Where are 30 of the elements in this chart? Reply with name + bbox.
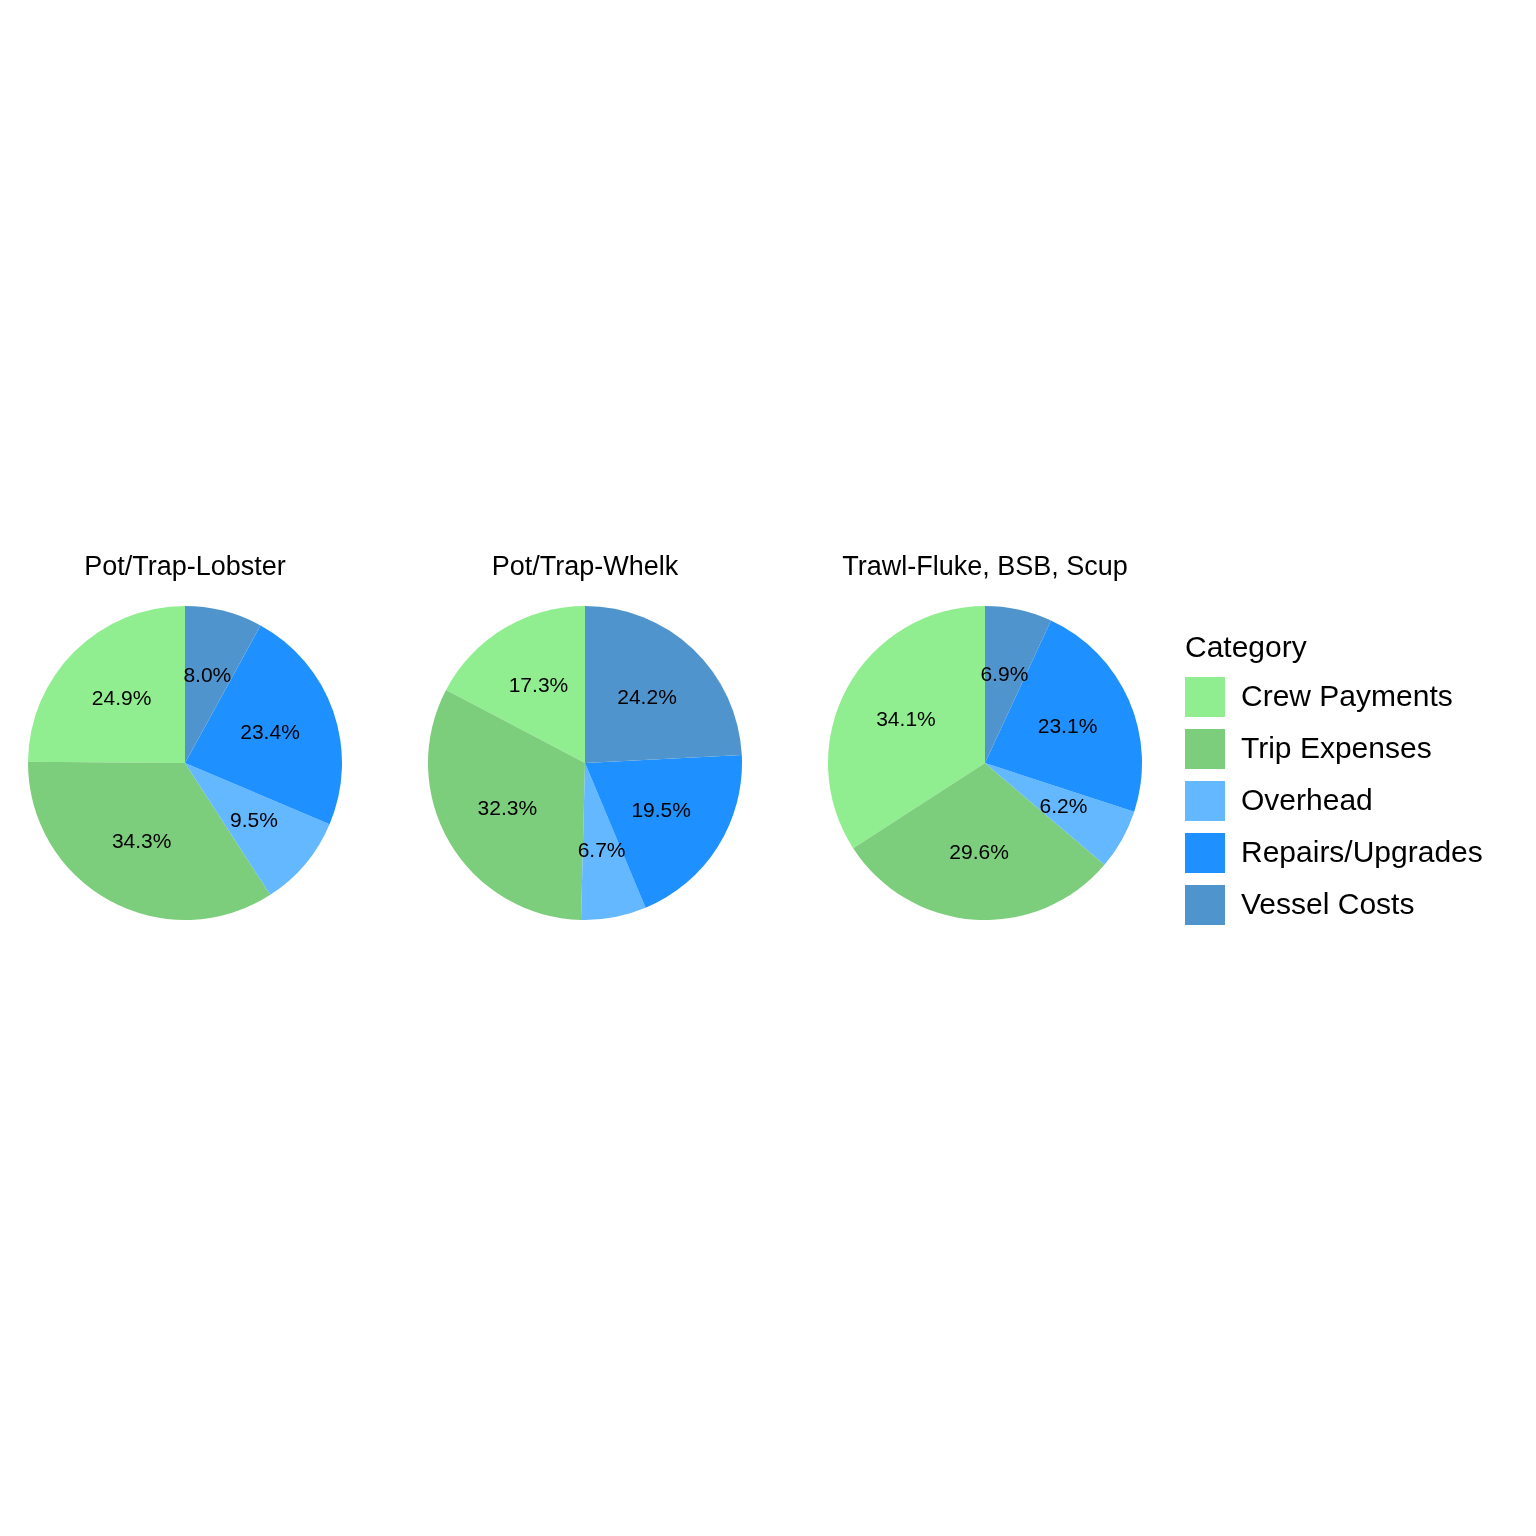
pie-slice <box>185 625 342 825</box>
data-label: 24.2% <box>617 684 677 708</box>
legend-label: Overhead <box>1241 783 1373 816</box>
data-label: 8.0% <box>183 662 232 686</box>
data-label: 23.4% <box>240 720 300 744</box>
legend-label: Trip Expenses <box>1241 731 1432 764</box>
chart-title: Trawl-Fluke, BSB, Scup <box>842 551 1128 581</box>
data-label: 6.9% <box>980 662 1029 686</box>
data-label: 34.3% <box>111 828 172 852</box>
legend-label: Repairs/Upgrades <box>1241 835 1483 868</box>
pie-slice <box>446 606 585 763</box>
data-label: 23.1% <box>1037 714 1098 738</box>
legend-label: Vessel Costs <box>1241 887 1415 920</box>
pie-slice <box>28 606 185 763</box>
data-label: 17.3% <box>508 672 569 696</box>
legend-label: Crew Payments <box>1241 679 1453 712</box>
pie-slice <box>585 606 742 763</box>
chart-title: Pot/Trap-Whelk <box>491 551 679 581</box>
data-label: 19.5% <box>631 797 691 821</box>
data-label: 9.5% <box>230 807 278 831</box>
data-label: 32.3% <box>477 795 538 819</box>
legend-title: Category <box>1185 630 1307 663</box>
data-label: 34.1% <box>876 706 936 730</box>
pie-slice <box>853 763 1105 920</box>
data-label: 6.2% <box>1039 794 1088 818</box>
chart-title: Pot/Trap-Lobster <box>84 551 286 581</box>
data-label: 6.7% <box>577 838 626 862</box>
pie-slice <box>185 763 330 895</box>
data-label: 29.6% <box>949 839 1009 863</box>
data-label: 24.9% <box>91 686 152 710</box>
